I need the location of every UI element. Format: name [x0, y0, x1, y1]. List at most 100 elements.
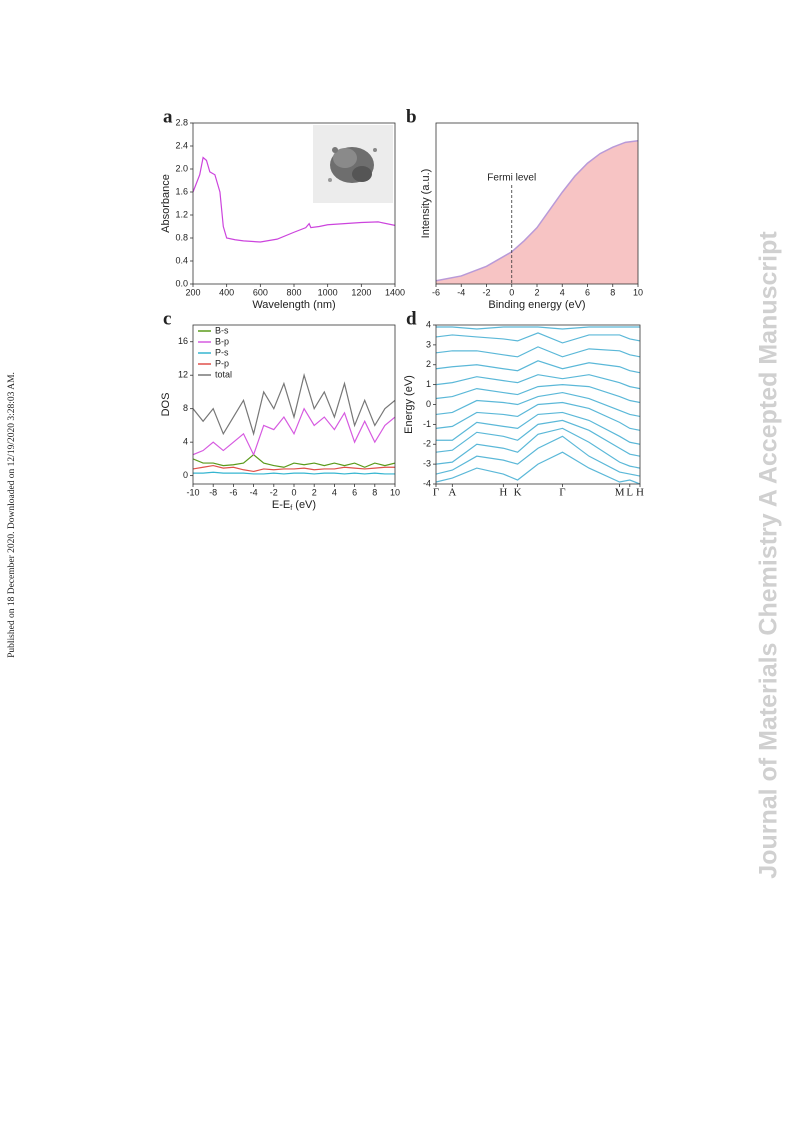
- x-tick-label: H: [636, 487, 644, 499]
- y-tick-label: 1.6: [175, 186, 188, 196]
- line: [436, 427, 640, 469]
- x-tick-label: -4: [250, 487, 258, 497]
- x-tick-label: 400: [219, 287, 234, 297]
- y-axis-label: DOS: [160, 393, 172, 417]
- x-tick-label: H: [499, 487, 507, 499]
- y-tick-label: 2.0: [175, 163, 188, 173]
- line: [436, 451, 640, 484]
- y-tick-label: 4: [426, 319, 431, 329]
- x-tick-label: K: [514, 487, 522, 499]
- legend-label: P-p: [215, 358, 229, 368]
- plot-area: [436, 139, 638, 284]
- plot-area: [193, 156, 395, 243]
- x-tick-label: -10: [186, 487, 199, 497]
- y-tick-label: 2: [426, 359, 431, 369]
- y-tick-label: 0: [426, 399, 431, 409]
- watermark: Journal of Materials Chemistry A Accepte…: [755, 231, 783, 879]
- x-tick-label: -8: [209, 487, 217, 497]
- line: [436, 411, 640, 445]
- legend-label: B-s: [215, 325, 229, 335]
- x-tick-label: 200: [185, 287, 200, 297]
- plot-area: [193, 372, 395, 475]
- x-tick-label: -4: [457, 287, 465, 297]
- x-tick-label: Γ: [559, 487, 565, 499]
- x-tick-label: -2: [270, 487, 278, 497]
- y-tick-label: 12: [178, 370, 188, 380]
- y-tick-label: 1.2: [175, 209, 188, 219]
- x-tick-label: 0: [509, 287, 514, 297]
- line: [193, 464, 395, 473]
- panel-label: d: [406, 308, 417, 329]
- y-tick-label: -1: [423, 419, 431, 429]
- y-tick-label: -4: [423, 478, 431, 488]
- y-tick-label: -3: [423, 459, 431, 469]
- y-tick-label: -2: [423, 439, 431, 449]
- y-tick-label: 3: [426, 339, 431, 349]
- y-axis-label: Absorbance: [160, 174, 172, 233]
- y-tick-label: 2.8: [175, 117, 188, 127]
- y-tick-label: 4: [183, 437, 188, 447]
- annotation: Fermi level: [487, 173, 536, 184]
- inset-photo: [313, 125, 393, 203]
- x-tick-label: 0: [291, 487, 296, 497]
- area: [436, 140, 638, 284]
- line: [193, 453, 395, 468]
- legend-label: P-s: [215, 347, 229, 357]
- x-tick-label: -6: [229, 487, 237, 497]
- x-axis-label-part: (eV): [292, 499, 316, 511]
- y-tick-label: 1: [426, 379, 431, 389]
- line: [436, 360, 640, 374]
- y-tick-label: 16: [178, 336, 188, 346]
- line: [436, 374, 640, 390]
- legend-label: total: [215, 369, 232, 379]
- x-tick-label: 4: [560, 287, 565, 297]
- y-tick-label: 0.4: [175, 255, 188, 265]
- y-tick-label: 2.4: [175, 140, 188, 150]
- y-axis-label: Intensity (a.u.): [420, 169, 432, 239]
- line: [193, 372, 395, 437]
- line: [436, 391, 640, 418]
- line: [436, 401, 640, 431]
- line: [436, 346, 640, 358]
- panel-label: c: [163, 308, 171, 329]
- x-tick-label: 2: [534, 287, 539, 297]
- line: [193, 156, 395, 243]
- chart-panel: c -10 -8 -6 -4 -2 0 2 4 6 8 10 0 4 8 12 16 E-Ef (eV) DOS B-…: [160, 308, 400, 512]
- plot-area: [436, 326, 640, 484]
- x-tick-label: A: [448, 487, 456, 499]
- chart-panel: b -6 -4 -2 0 2 4 6 8 10 Binding energy (eV) Intensi…: [406, 106, 643, 311]
- line: [436, 435, 640, 477]
- line: [436, 384, 640, 404]
- line: [193, 471, 395, 475]
- x-tick-label: 8: [610, 287, 615, 297]
- x-tick-label: -6: [432, 287, 440, 297]
- line: [436, 419, 640, 457]
- x-axis-label: Wavelength (nm): [252, 299, 335, 311]
- x-tick-label: 800: [286, 287, 301, 297]
- x-axis-label-part: f: [290, 505, 292, 512]
- x-tick-label: 4: [332, 487, 337, 497]
- x-tick-label: 600: [253, 287, 268, 297]
- y-tick-label: 0.0: [175, 278, 188, 288]
- y-tick-label: 0.8: [175, 232, 188, 242]
- x-tick-label: L: [626, 487, 633, 499]
- area-edge: [436, 139, 638, 282]
- x-axis-label: Binding energy (eV): [488, 299, 585, 311]
- y-tick-label: 8: [183, 403, 188, 413]
- panel-label: b: [406, 106, 417, 127]
- x-tick-label: M: [615, 487, 625, 499]
- x-tick-label: 10: [390, 487, 400, 497]
- y-tick-label: 0: [183, 470, 188, 480]
- x-tick-label: Γ: [433, 487, 439, 499]
- x-tick-label: 1000: [318, 287, 338, 297]
- line: [436, 332, 640, 344]
- legend-label: B-p: [215, 336, 229, 346]
- x-tick-label: 10: [633, 287, 643, 297]
- y-axis-label: Energy (eV): [403, 375, 415, 434]
- line: [193, 407, 395, 457]
- x-tick-label: 8: [372, 487, 377, 497]
- x-tick-label: 1400: [385, 287, 405, 297]
